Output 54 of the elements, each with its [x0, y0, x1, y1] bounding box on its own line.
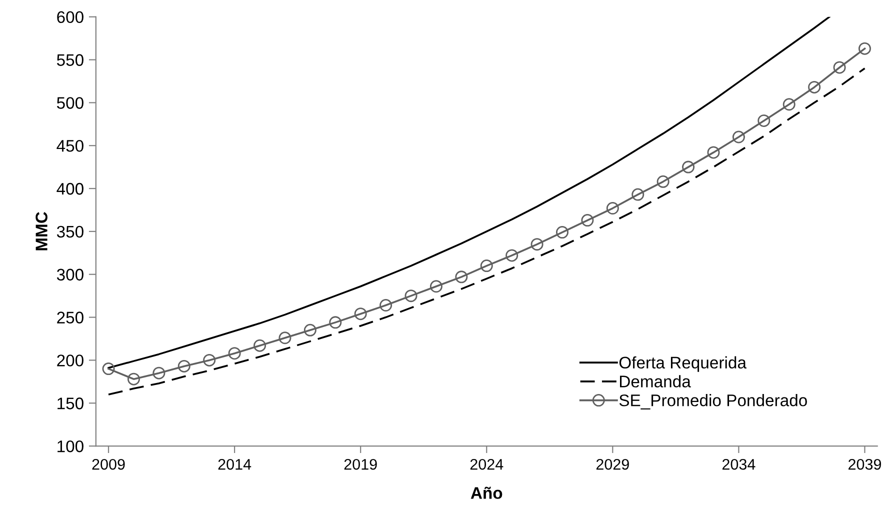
- x-tick-label: 2039: [848, 458, 882, 470]
- x-tick-label: 2024: [470, 458, 504, 470]
- point: [581, 214, 594, 227]
- point: [556, 226, 568, 239]
- point: [430, 280, 442, 293]
- point: [380, 299, 392, 312]
- point: [480, 260, 493, 272]
- y-tick-label: 450: [56, 140, 84, 152]
- y-tick-label: 400: [56, 182, 84, 195]
- point: [254, 339, 266, 352]
- y-tick-label: 250: [57, 312, 84, 324]
- y-tick-label: 550: [56, 54, 84, 66]
- point: [278, 332, 292, 344]
- point: [304, 324, 316, 336]
- point: [732, 130, 745, 144]
- point: [178, 360, 190, 372]
- x-tick-label: 2019: [344, 458, 377, 470]
- point: [203, 354, 216, 366]
- x-tick-label: 2034: [722, 458, 756, 470]
- y-tick-label: 600: [57, 11, 84, 24]
- y-tick-label: 100: [58, 440, 84, 452]
- point: [656, 175, 670, 188]
- point: [127, 372, 140, 386]
- point: [228, 347, 241, 360]
- x-tick-label: 2029: [596, 458, 629, 470]
- legend-label: Oferta Requerida: [619, 356, 746, 372]
- point: [354, 308, 367, 320]
- y-tick-label: 300: [56, 268, 84, 281]
- point: [530, 238, 544, 251]
- point: [455, 270, 468, 284]
- point: [606, 202, 619, 215]
- point: [102, 362, 115, 376]
- point: [404, 290, 418, 302]
- legend-label: Demanda: [620, 375, 691, 388]
- point: [329, 316, 342, 329]
- y-tick-label: 350: [56, 226, 84, 238]
- x-axis-title: Año: [470, 486, 502, 499]
- point: [833, 61, 846, 74]
- point: [808, 80, 821, 94]
- point: [682, 160, 695, 174]
- point: [782, 98, 796, 111]
- point: [858, 42, 871, 55]
- point: [152, 366, 166, 380]
- point: [632, 188, 644, 201]
- x-tick-label: 2014: [218, 458, 252, 470]
- y-tick-label: 200: [57, 354, 84, 366]
- y-tick-label: 500: [56, 97, 84, 109]
- y-axis-title: MMC: [36, 212, 48, 250]
- point: [758, 114, 770, 127]
- x-tick-label: 2009: [92, 458, 125, 470]
- point: [707, 146, 720, 159]
- point: [506, 249, 518, 262]
- y-tick-label: 150: [58, 398, 84, 410]
- legend-label: SE_Promedio Ponderado: [619, 394, 807, 410]
